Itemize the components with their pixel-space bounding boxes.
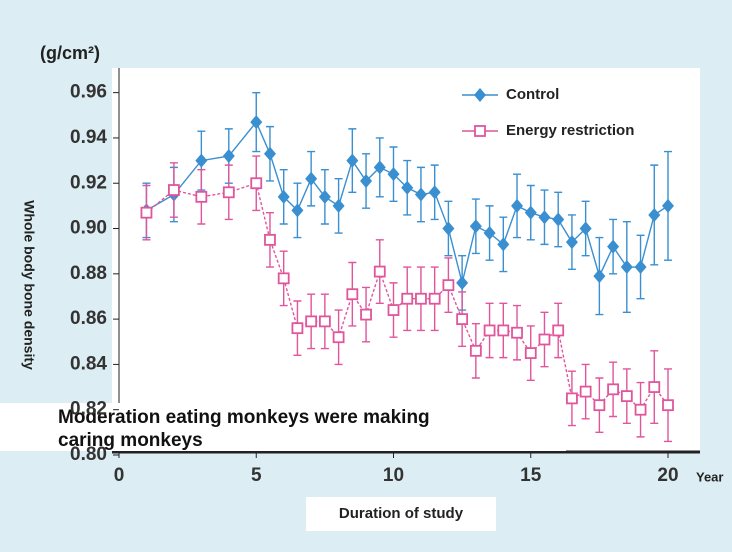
marker	[415, 292, 427, 305]
marker	[250, 115, 263, 130]
marker	[346, 153, 359, 168]
marker	[195, 153, 208, 168]
marker	[552, 324, 565, 337]
marker	[442, 221, 455, 236]
x-label-box	[306, 497, 496, 531]
marker	[497, 324, 510, 337]
y-tick-label: 0.86	[70, 308, 107, 329]
annotation: caring monkeys	[58, 430, 203, 451]
marker	[648, 207, 661, 222]
marker	[593, 269, 606, 284]
marker	[222, 186, 235, 199]
marker	[469, 344, 482, 357]
annotation-box	[0, 403, 566, 451]
marker	[634, 260, 647, 275]
marker	[167, 184, 180, 196]
marker	[414, 187, 427, 202]
marker	[346, 288, 359, 301]
marker	[474, 88, 486, 102]
marker	[511, 198, 524, 213]
marker	[305, 315, 318, 328]
y-tick-label: 0.90	[70, 218, 107, 239]
marker	[565, 235, 578, 250]
legend-label: Control	[506, 86, 559, 103]
marker	[263, 146, 276, 161]
marker	[222, 149, 235, 164]
marker	[469, 219, 482, 234]
marker	[305, 171, 318, 186]
marker	[195, 190, 208, 203]
marker	[552, 212, 565, 227]
marker	[401, 292, 414, 305]
marker	[620, 390, 633, 403]
y-tick-label: 0.84	[70, 353, 107, 374]
marker	[250, 177, 263, 190]
x-tick-label: 20	[657, 465, 678, 486]
marker	[277, 272, 290, 285]
marker	[373, 265, 386, 278]
marker	[456, 275, 469, 290]
plot-area	[112, 68, 700, 452]
marker	[662, 399, 674, 412]
unit-label: (g/cm²)	[40, 43, 100, 63]
marker	[593, 399, 606, 412]
y-tick-label: 0.92	[70, 172, 107, 193]
marker	[442, 279, 455, 292]
x-axis-label: Duration of study	[339, 505, 464, 522]
marker	[456, 313, 469, 326]
marker	[648, 381, 661, 393]
marker	[524, 205, 537, 220]
marker	[264, 233, 276, 246]
marker	[538, 210, 551, 225]
marker	[291, 322, 304, 335]
marker	[291, 203, 304, 218]
y-tick-label: 0.94	[70, 127, 107, 148]
marker	[474, 125, 486, 137]
y-axis-label: Whole body bone density	[21, 200, 37, 370]
marker	[662, 198, 674, 213]
marker	[566, 392, 578, 405]
marker	[373, 160, 386, 175]
marker	[428, 185, 441, 200]
marker	[620, 260, 633, 275]
x-unit: Year	[696, 469, 723, 484]
marker	[332, 331, 345, 344]
marker	[511, 326, 523, 339]
y-tick-label: 0.96	[70, 82, 107, 103]
marker	[483, 226, 496, 241]
x-tick-label: 0	[114, 465, 125, 486]
marker	[579, 221, 592, 236]
legend: Control Energy restriction	[462, 86, 634, 139]
marker	[428, 292, 441, 305]
marker	[332, 198, 345, 213]
legend-label: Energy restriction	[506, 122, 634, 139]
marker	[579, 385, 592, 398]
annotation: Moderation eating monkeys were making	[58, 407, 430, 428]
marker	[140, 206, 153, 219]
marker	[318, 315, 331, 328]
marker	[277, 189, 290, 204]
y-tick-label: 0.80	[70, 444, 107, 465]
x-tick-label: 10	[383, 465, 404, 486]
marker	[538, 333, 551, 346]
marker	[387, 167, 400, 182]
marker	[524, 347, 537, 359]
plot	[140, 91, 674, 443]
marker	[497, 237, 510, 252]
marker	[607, 383, 619, 396]
x-tick-label: 15	[520, 465, 542, 486]
y-tick-label: 0.88	[70, 263, 107, 284]
marker	[360, 173, 373, 188]
marker	[387, 304, 400, 316]
x-tick-label: 5	[251, 465, 262, 486]
marker	[634, 403, 647, 416]
marker	[401, 180, 414, 195]
marker	[483, 324, 496, 337]
marker	[607, 239, 620, 254]
marker	[318, 189, 331, 204]
marker	[360, 308, 372, 321]
y-tick-label: 0.82	[70, 399, 107, 420]
